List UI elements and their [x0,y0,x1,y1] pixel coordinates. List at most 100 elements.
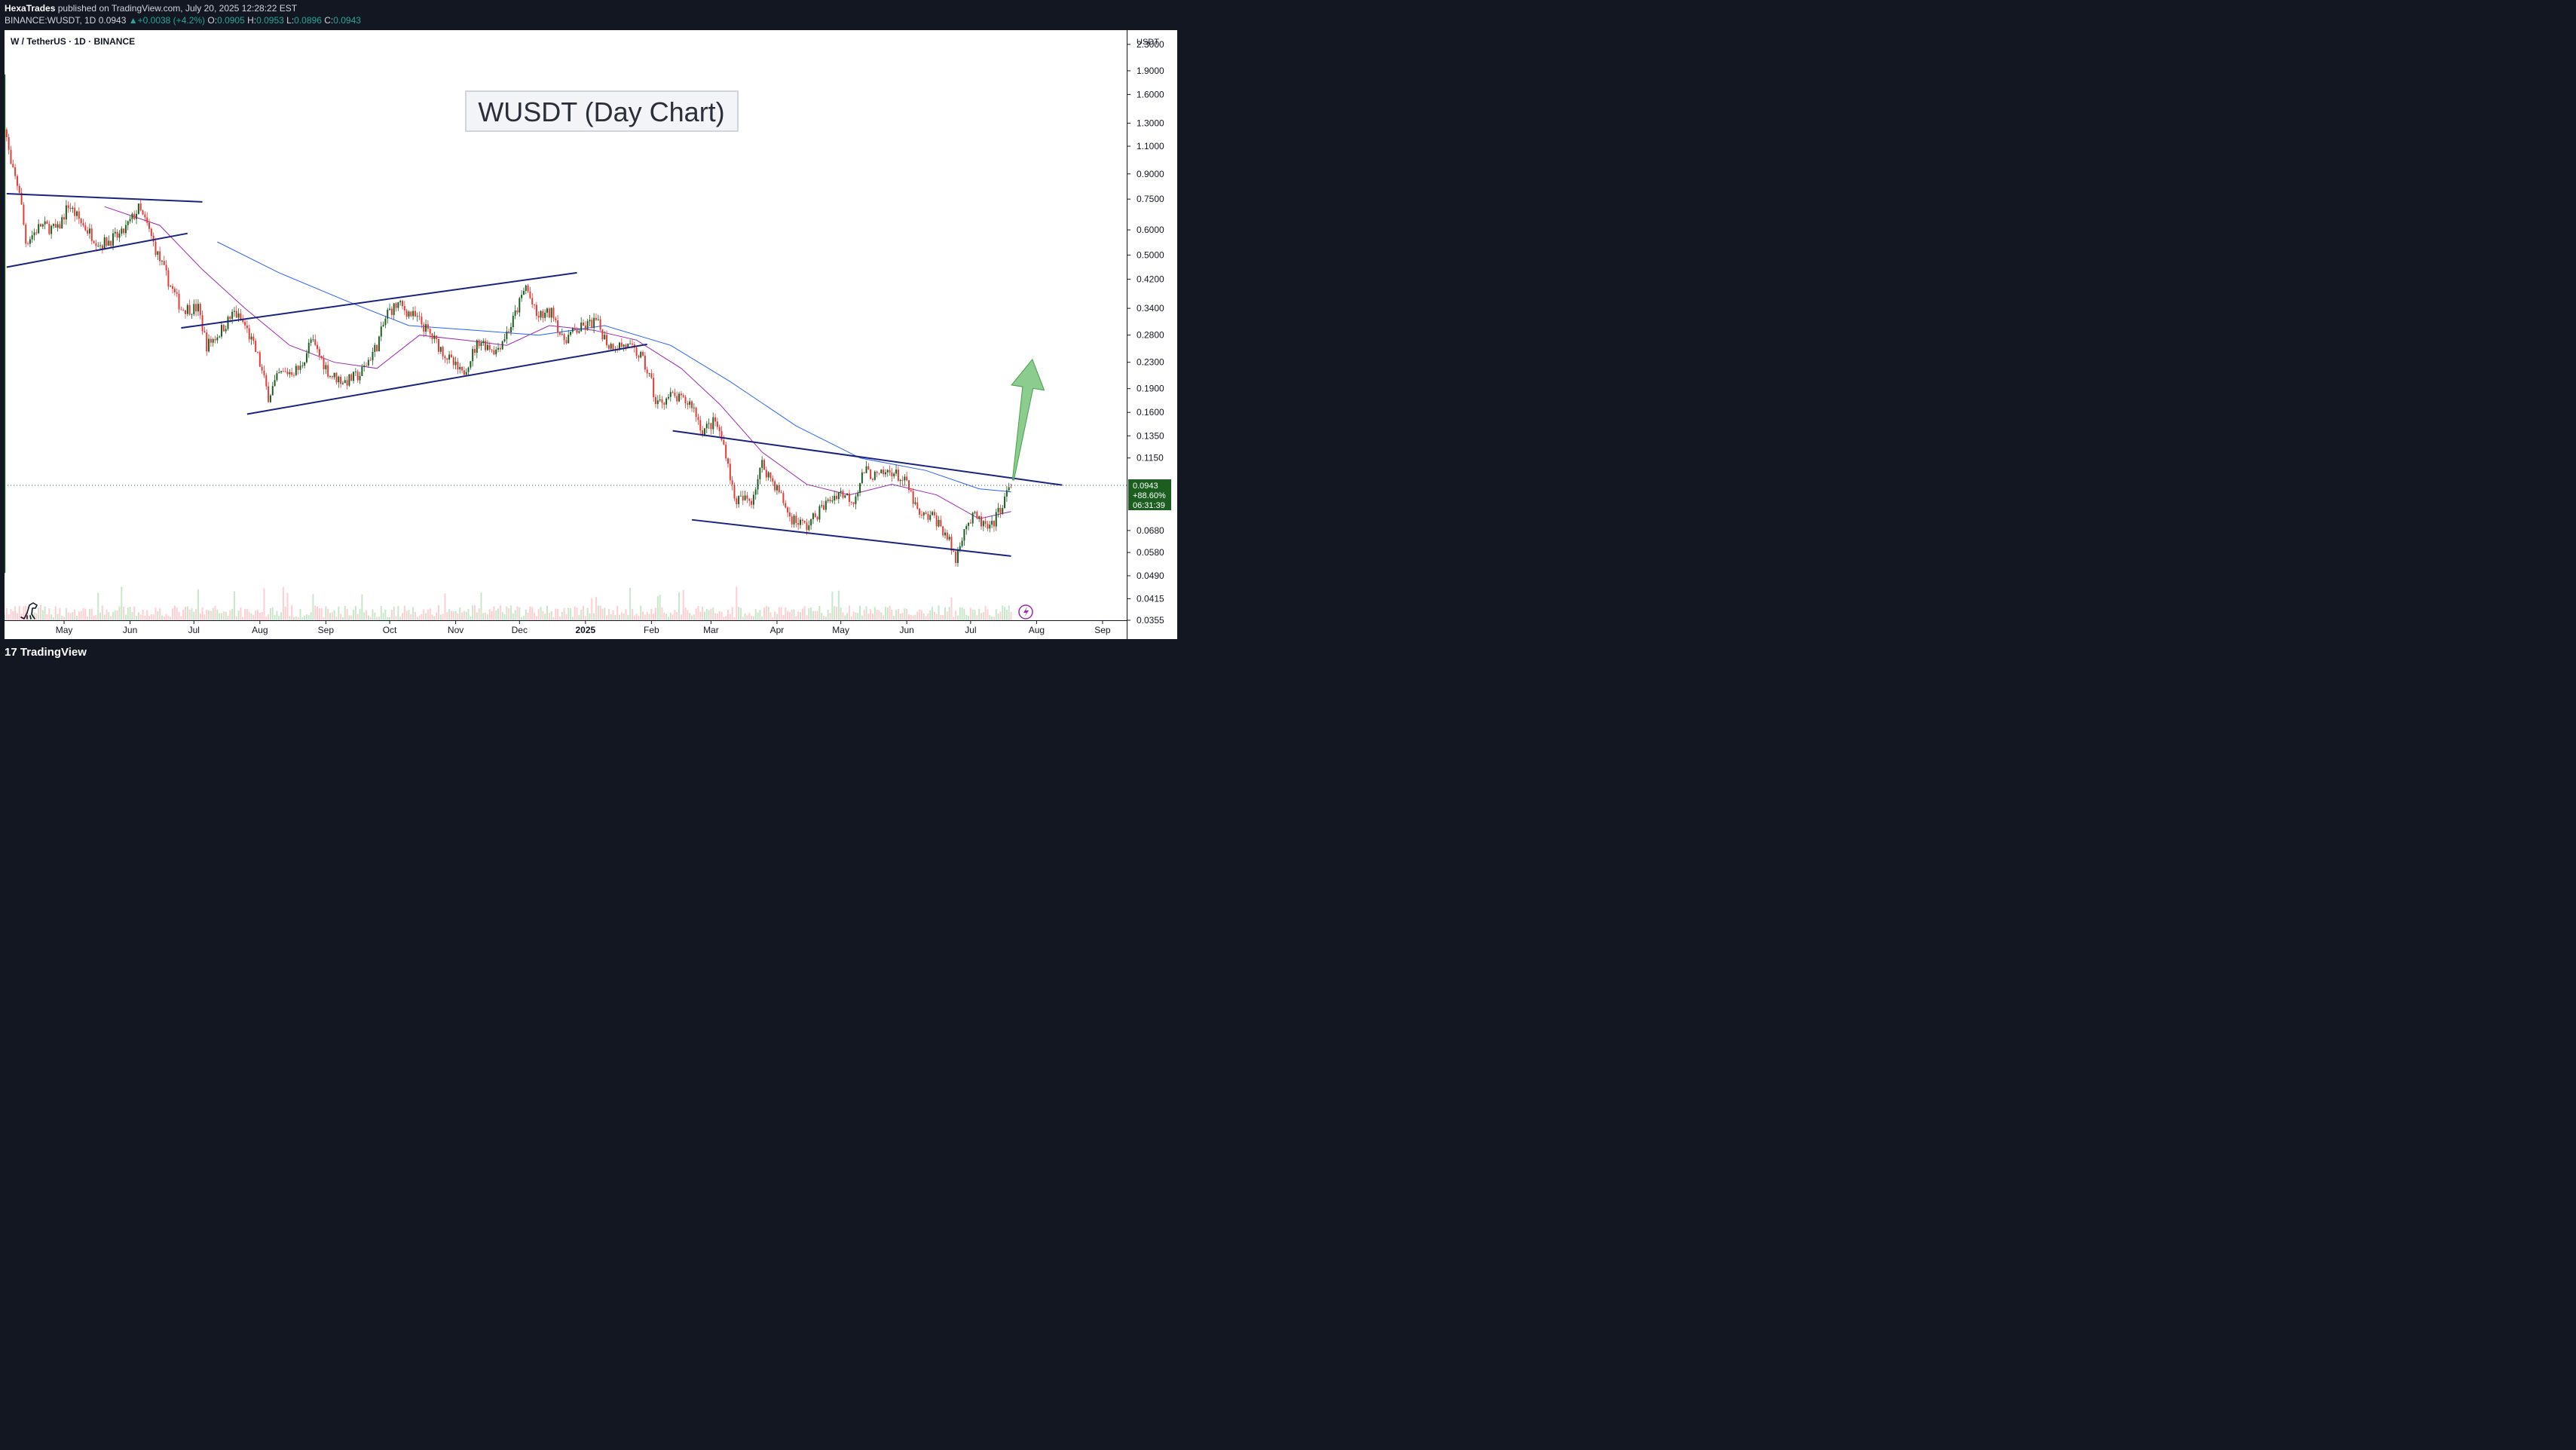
chart-title-box[interactable]: WUSDT (Day Chart) [465,90,739,132]
candle [40,223,41,228]
candle-body [246,325,248,329]
volume-bar [997,613,999,620]
candle [889,465,891,476]
volume-bar [433,616,436,620]
author-name[interactable]: HexaTrades [5,3,56,14]
candle-body [199,304,201,316]
candle [723,435,725,445]
time-tick-label: Mar [703,625,719,635]
candle [389,303,391,311]
candle-body [87,230,89,234]
candle-body [593,317,595,329]
candle-body [329,375,331,377]
volume-bar [74,609,76,620]
volume-bar [459,607,461,620]
candle [452,355,454,369]
candle [946,529,948,541]
volume-bar [761,616,763,620]
candle [610,342,612,350]
candle-body [393,303,395,316]
volume-bar [527,613,529,620]
volume-bar [250,613,252,620]
candle-body [723,439,725,445]
volume-bar [289,616,291,620]
volume-bar [61,616,63,620]
candle [863,472,865,474]
candle [284,367,286,373]
candle [44,216,46,230]
candle-body [299,366,301,370]
tradingview-logo[interactable]: 17 TradingView [5,646,87,659]
volume-bar [233,591,235,620]
volume-bar [586,607,589,620]
price-chart[interactable]: W / TetherUS · 1D · BINANCE WUSDT (Day C… [4,30,1177,639]
volume-bar [765,606,767,620]
candle-body [552,307,555,319]
volume-bar [718,610,720,620]
candle-body [933,512,935,515]
volume-bar [861,615,863,620]
time-tick-label: 2025 [575,625,595,635]
candle-body [363,365,366,367]
candle-body [534,304,536,305]
candle-body [61,217,63,229]
candle-body [27,243,29,245]
candle-body [610,344,612,349]
volume-bar [889,605,891,620]
volume-bar [356,613,359,620]
lightning-icon[interactable] [1018,604,1033,619]
candle [501,340,503,350]
volume-bar [893,615,895,620]
price-change: +0.0038 (+4.2%) [137,15,206,26]
price-axis[interactable]: 2.3000 1.9000 1.6000 1.3000 1.1000 0.9000 0.75… [1127,39,1164,626]
candle [697,413,699,425]
time-tick-label: Jun [123,625,137,635]
volume-bar [325,606,327,620]
candle-body [625,344,627,348]
volume-bar [908,614,910,620]
candle-body [672,392,674,393]
candle [221,321,222,339]
candle-body [942,526,944,536]
candle-body [433,335,436,339]
candle [720,426,723,442]
candle [772,476,774,486]
candle-body [561,334,563,335]
candle-body [944,532,946,536]
volume-bar [661,607,663,620]
chart-container[interactable]: W / TetherUS · 1D · BINANCE WUSDT (Day C… [4,30,1177,639]
volume-bar [182,609,185,620]
candle [97,242,99,248]
candle-body [859,483,861,493]
candle [821,500,823,509]
candle-body [782,493,785,503]
volume-bar [800,612,801,620]
volume-bar [987,609,989,620]
candle [374,342,376,357]
candle-body [665,398,668,405]
candle-body [106,237,108,246]
candle [818,504,821,523]
candle [269,393,271,403]
candle-body [233,310,235,312]
candle-body [565,340,568,344]
volume-bar [229,610,231,620]
volume-bar [476,612,478,620]
candle [595,313,597,321]
candle-body [384,318,387,326]
candle-body [935,515,938,527]
time-axis[interactable]: May Jun Jul Aug Sep Oct Nov Dec 2025 Feb Mar Apr May… [56,620,1111,635]
candle [965,524,968,535]
volume-bar [655,607,656,620]
candle-body [293,375,295,376]
candle [38,219,40,234]
volume-bar [376,616,378,620]
candle-body [88,228,90,234]
trendlines[interactable] [6,192,1063,557]
volume-bar [725,616,727,620]
volume-bar [271,607,274,620]
volume-bar [397,606,399,620]
projection-arrow[interactable] [1011,358,1045,481]
candle-body [969,522,971,524]
time-tick-label: Oct [383,625,397,635]
